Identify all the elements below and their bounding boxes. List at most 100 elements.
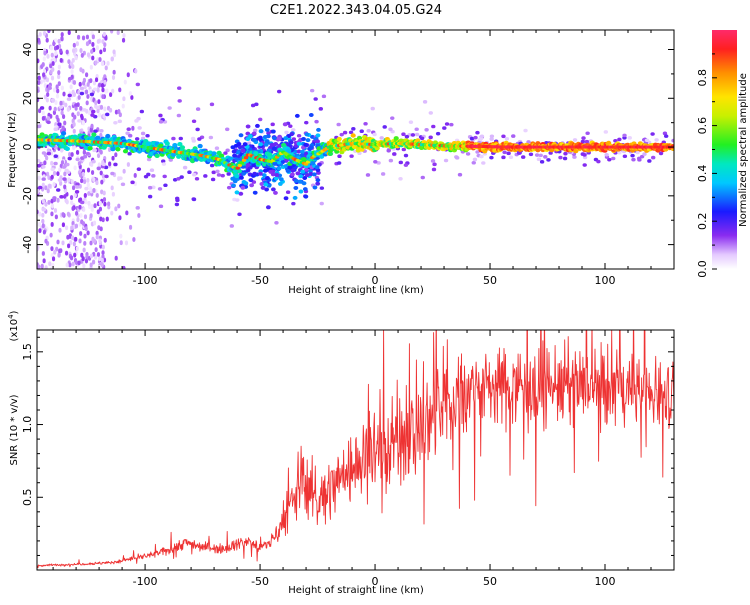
heatmap-cell <box>74 236 78 242</box>
heatmap-cell <box>237 145 243 150</box>
heatmap-cell <box>504 136 510 141</box>
heatmap-cell <box>53 161 58 166</box>
heatmap-cell <box>48 261 52 267</box>
heatmap-cell <box>422 100 428 104</box>
heatmap-cell <box>95 230 99 236</box>
heatmap-cell <box>44 201 48 207</box>
heatmap-cell <box>91 109 96 114</box>
heatmap-cell <box>88 186 93 192</box>
heatmap-cell <box>70 179 74 185</box>
heatmap-cell <box>414 132 420 137</box>
heatmap-cell <box>82 108 87 112</box>
heatmap-cell <box>251 163 257 168</box>
heatmap-cell <box>50 98 56 102</box>
heatmap-cell <box>72 122 76 127</box>
heatmap-cell <box>311 172 317 177</box>
heatmap-cell <box>273 141 279 146</box>
heatmap-cell <box>79 48 83 53</box>
heatmap-cell <box>403 163 409 167</box>
heatmap-cell <box>75 182 80 186</box>
heatmap-cell <box>99 129 104 133</box>
heatmap-cell <box>580 139 586 144</box>
heatmap-cell <box>243 155 249 160</box>
heatmap-cell <box>191 197 197 202</box>
heatmap-cell <box>49 63 53 69</box>
heatmap-cell <box>71 89 75 95</box>
heatmap-cell <box>178 136 183 141</box>
heatmap-cell <box>229 224 234 228</box>
heatmap-cell <box>379 136 384 140</box>
heatmap-cell <box>249 183 255 188</box>
heatmap-cell <box>647 159 652 163</box>
heatmap-cell <box>94 60 98 66</box>
heatmap-cell <box>263 182 269 187</box>
heatmap-cell <box>370 106 375 111</box>
heatmap-cell <box>270 129 276 134</box>
heatmap-cell <box>92 177 96 182</box>
heatmap-cell <box>516 151 522 155</box>
heatmap-cell <box>339 132 344 137</box>
heatmap-cell <box>392 152 397 156</box>
heatmap-cell <box>137 213 141 218</box>
heatmap-cell <box>99 149 103 155</box>
heatmap-cell <box>236 141 242 146</box>
heatmap-cell <box>37 164 42 168</box>
heatmap-cell <box>151 174 156 178</box>
heatmap-cell <box>115 147 121 152</box>
heatmap-cell <box>60 32 64 37</box>
heatmap-cell <box>104 174 109 179</box>
heatmap-cell <box>296 141 302 146</box>
heatmap-cell <box>80 200 85 205</box>
heatmap-cell <box>253 150 259 156</box>
heatmap-cell <box>83 240 87 246</box>
heatmap-cell <box>50 203 55 209</box>
heatmap-cell <box>52 87 57 93</box>
heatmap-cell <box>50 75 55 81</box>
heatmap-cell <box>99 49 103 55</box>
heatmap-cell <box>91 236 95 242</box>
heatmap-cell <box>644 138 650 143</box>
heatmap-cell <box>116 30 120 35</box>
heatmap-cell <box>506 151 511 156</box>
heatmap-cell <box>102 47 107 53</box>
heatmap-cell <box>78 172 83 178</box>
heatmap-marks <box>37 30 674 269</box>
heatmap-cell <box>130 180 135 185</box>
heatmap-cell <box>91 34 95 40</box>
heatmap-cell <box>179 175 184 179</box>
heatmap-x-tick-label: 0 <box>372 274 379 287</box>
heatmap-cell <box>622 133 627 138</box>
heatmap-cell <box>277 181 283 186</box>
heatmap-cell <box>117 119 123 124</box>
heatmap-cell <box>176 113 182 118</box>
heatmap-cell <box>70 200 74 206</box>
heatmap-cell <box>96 39 100 44</box>
heatmap-cell <box>46 151 52 156</box>
heatmap-cell <box>66 211 71 217</box>
heatmap-cell <box>59 57 63 63</box>
heatmap-cell <box>523 128 528 133</box>
heatmap-cell <box>187 170 192 175</box>
heatmap-cell <box>89 64 93 70</box>
heatmap-cell <box>74 103 79 107</box>
heatmap-cell <box>283 136 289 141</box>
heatmap-cell <box>65 262 69 268</box>
heatmap-y-ticks: -40 -20 0 20 40 <box>21 43 674 270</box>
heatmap-cell <box>84 226 88 231</box>
heatmap-cell <box>37 108 42 114</box>
heatmap-cell <box>210 177 216 182</box>
heatmap-cell <box>100 83 105 88</box>
heatmap-cell <box>83 214 88 220</box>
heatmap-cell <box>215 169 220 174</box>
heatmap-cell <box>38 185 43 190</box>
heatmap-cell <box>58 227 62 233</box>
heatmap-cell <box>86 182 90 188</box>
heatmap-cell <box>84 258 89 264</box>
heatmap-cell <box>168 158 173 162</box>
heatmap-cell <box>442 126 447 130</box>
heatmap-cell <box>558 155 563 160</box>
heatmap-cell <box>313 97 318 101</box>
snr-series-line <box>37 330 674 569</box>
heatmap-cell <box>85 151 91 156</box>
heatmap-cell <box>64 102 68 108</box>
